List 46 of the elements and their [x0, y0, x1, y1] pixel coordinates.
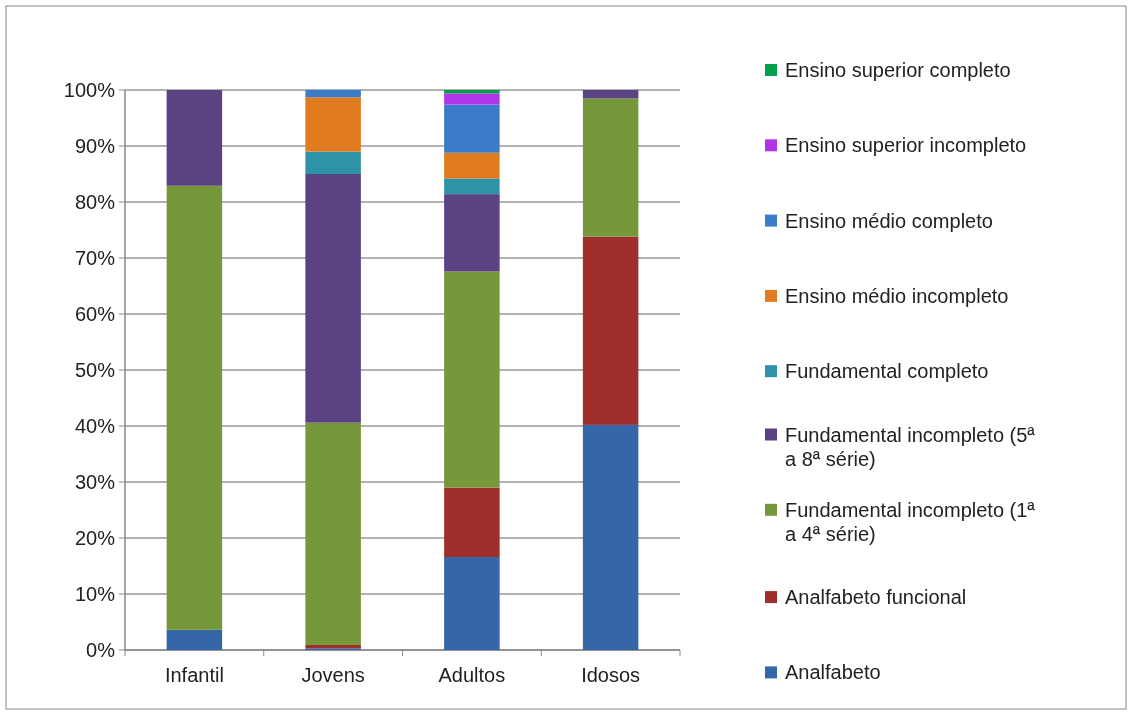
- y-tick-label: 60%: [74, 303, 116, 325]
- bar: [444, 178, 500, 195]
- legend-label: Ensino superior incompleto: [785, 134, 1027, 157]
- bar: [444, 104, 500, 153]
- bar: [166, 185, 223, 630]
- bar: [305, 422, 361, 645]
- y-tick-label: 70%: [74, 247, 116, 269]
- bar: [305, 151, 361, 174]
- legend-label: Analfabeto funcional: [785, 586, 967, 609]
- bar: [305, 97, 361, 152]
- legend-label: Fundamental incompleto (1ª a 4ª série): [785, 498, 1036, 545]
- bar: [582, 236, 639, 425]
- bar: [444, 271, 500, 488]
- legend-label: Fundamental completo: [785, 360, 989, 383]
- bar: [305, 90, 361, 98]
- bar: [166, 90, 223, 186]
- x-tick-label: Jovens: [301, 664, 365, 686]
- y-tick-label: 0%: [86, 639, 116, 661]
- legend-label: Ensino médio incompleto: [785, 284, 1009, 307]
- legend-label: Ensino médio completo: [785, 209, 993, 232]
- bar: [582, 98, 639, 237]
- bar: [305, 644, 361, 649]
- x-tick-label: Infantil: [164, 664, 224, 686]
- legend-label: Analfabeto: [785, 661, 881, 684]
- bar: [166, 629, 223, 650]
- y-tick-label: 10%: [74, 583, 116, 605]
- bar: [444, 557, 500, 650]
- y-tick-label: 40%: [74, 415, 116, 437]
- bar: [582, 424, 639, 650]
- y-tick-label: 50%: [74, 359, 116, 381]
- x-tick-label: Adultos: [438, 664, 506, 686]
- bar: [444, 194, 500, 272]
- x-tick-label: Idosos: [581, 664, 641, 686]
- bar: [444, 487, 500, 558]
- y-tick-label: 30%: [74, 471, 116, 493]
- bar: [444, 93, 500, 105]
- y-tick-label: 90%: [74, 135, 116, 157]
- bar: [444, 90, 500, 94]
- y-tick-label: 100%: [63, 79, 116, 101]
- bar: [582, 90, 639, 99]
- bar: [444, 152, 500, 179]
- y-tick-label: 20%: [74, 527, 116, 549]
- bar: [305, 174, 361, 423]
- y-tick-label: 80%: [74, 191, 116, 213]
- legend-label: Fundamental incompleto (5ª a 8ª série): [785, 423, 1036, 470]
- legend-label: Ensino superior completo: [785, 59, 1011, 81]
